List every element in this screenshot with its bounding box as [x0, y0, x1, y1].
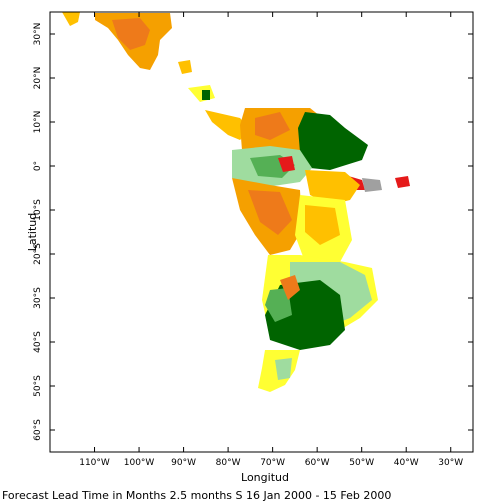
longitude-tick-label: 40°W — [394, 458, 419, 468]
latitude-tick-label: 60°S — [33, 419, 43, 441]
latitude-axis: 30°N 20°N 10°N 0° 10°S 20°S 30°S 40°S 50°S 60°S — [33, 23, 473, 441]
latitude-tick-label: 10°S — [33, 199, 43, 221]
y-axis-title: Latitud — [26, 213, 39, 252]
region-patagonia-green — [275, 358, 292, 380]
map-field — [62, 12, 410, 392]
region-central-america — [205, 110, 250, 140]
region-colombia-dark — [255, 112, 290, 140]
longitude-axis: 110°W 100°W 90°W 80°W 70°W 60°W 50°W 40°W 30°W — [79, 12, 463, 468]
region-yucatan — [188, 85, 215, 102]
latitude-tick-label: 0° — [33, 161, 43, 171]
region-brazil-northeast — [305, 170, 360, 205]
region-peru-dark — [248, 190, 292, 235]
longitude-tick-label: 60°W — [305, 458, 330, 468]
region-red-spot-3 — [395, 176, 410, 188]
region-argentina-orange — [280, 275, 300, 300]
region-mexico-dark — [112, 18, 150, 50]
longitude-tick-label: 70°W — [260, 458, 285, 468]
region-amazon-dark-green — [298, 112, 368, 170]
longitude-tick-label: 80°W — [216, 458, 241, 468]
latitude-tick-label: 40°S — [33, 331, 43, 353]
region-brazil-central-orange — [305, 205, 340, 245]
latitude-tick-label: 10°N — [33, 111, 43, 134]
latitude-tick-label: 30°N — [33, 23, 43, 46]
latitude-tick-label: 50°S — [33, 375, 43, 397]
latitude-tick-label: 20°N — [33, 67, 43, 90]
figure-caption: Forecast Lead Time in Months 2.5 months … — [2, 489, 392, 502]
longitude-tick-label: 50°W — [349, 458, 374, 468]
plot-frame — [49, 11, 474, 453]
longitude-tick-label: 110°W — [79, 458, 110, 468]
latitude-tick-label: 20°S — [33, 243, 43, 265]
x-axis-title: Longitud — [241, 471, 289, 484]
region-south-medium-green — [265, 288, 292, 322]
region-yucatan-dark — [202, 90, 210, 100]
region-gulf-patch — [178, 60, 192, 74]
longitude-tick-label: 30°W — [438, 458, 463, 468]
region-gray-east — [362, 178, 382, 192]
longitude-tick-label: 100°W — [124, 458, 155, 468]
region-florida — [62, 12, 80, 26]
region-red-spot-1 — [278, 156, 295, 172]
latitude-tick-label: 30°S — [33, 287, 43, 309]
longitude-tick-label: 90°W — [171, 458, 196, 468]
